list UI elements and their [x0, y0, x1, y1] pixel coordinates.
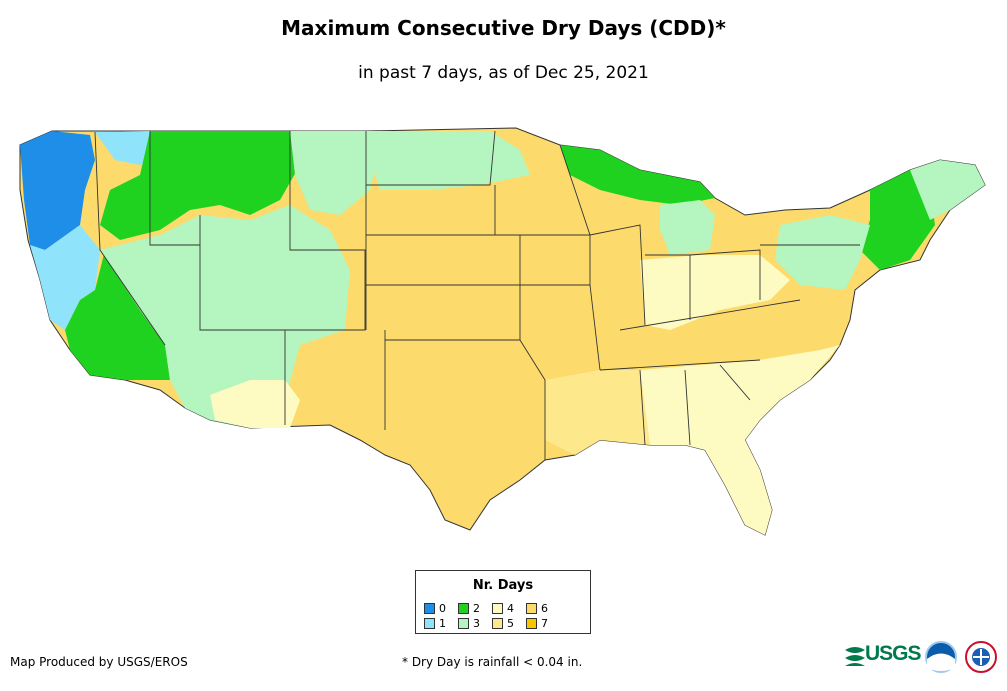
- legend-label: 7: [541, 617, 548, 630]
- region-great-lakes-2: [560, 145, 715, 205]
- region-dakotas-3: [366, 131, 530, 190]
- legend-label: 2: [473, 602, 480, 615]
- noaa-logo-icon: [925, 641, 957, 673]
- region-ca-inland-2: [65, 250, 170, 380]
- legend-label: 1: [439, 617, 446, 630]
- region-idaho-1: [95, 131, 160, 165]
- legend-item-5: 5: [492, 618, 514, 630]
- state-boundaries: [94, 130, 860, 460]
- region-michigan-3: [660, 200, 715, 255]
- legend-item-2: 2: [458, 603, 480, 615]
- legend-swatch: [526, 603, 537, 614]
- nws-logo-icon: [965, 641, 997, 673]
- legend-item-4: 4: [492, 603, 514, 615]
- legend-swatch: [492, 618, 503, 629]
- usgs-logo-text: USGS: [865, 642, 922, 665]
- region-pacific-nw-0: [20, 131, 95, 250]
- usgs-logo-icon: [845, 647, 865, 666]
- legend: Nr. Days 0 1 2 3 4 5 6 7: [415, 570, 591, 634]
- legend-label: 4: [507, 602, 514, 615]
- legend-item-3: 3: [458, 618, 480, 630]
- region-southeast-4: [640, 345, 840, 535]
- credit-text: Map Produced by USGS/EROS: [10, 655, 188, 669]
- map-title: Maximum Consecutive Dry Days (CDD)*: [281, 16, 726, 40]
- legend-item-7: 7: [526, 618, 548, 630]
- region-mississippi-5: [545, 370, 650, 455]
- legend-title: Nr. Days: [472, 578, 534, 593]
- region-new-england-2: [860, 170, 935, 270]
- region-great-basin-3: [100, 205, 350, 428]
- legend-swatch: [458, 618, 469, 629]
- legend-item-6: 6: [526, 603, 548, 615]
- map-subtitle: in past 7 days, as of Dec 25, 2021: [358, 63, 649, 83]
- legend-swatch: [492, 603, 503, 614]
- legend-label: 0: [439, 602, 446, 615]
- region-california-1: [30, 225, 100, 330]
- legend-swatch: [526, 618, 537, 629]
- region-montana-3: [290, 131, 380, 215]
- agency-logos: [845, 641, 997, 673]
- region-maine-3: [910, 160, 985, 220]
- legend-item-0: 0: [424, 603, 446, 615]
- region-ohio-valley-4: [640, 255, 790, 330]
- us-cdd-map: [19, 127, 986, 536]
- legend-item-1: 1: [424, 618, 446, 630]
- footnote-text: * Dry Day is rainfall < 0.04 in.: [402, 655, 583, 669]
- legend-swatch: [424, 603, 435, 614]
- region-southwest-4: [210, 380, 300, 428]
- legend-label: 3: [473, 617, 480, 630]
- legend-label: 6: [541, 602, 548, 615]
- region-mid-atlantic-3: [775, 215, 870, 290]
- legend-swatch: [458, 603, 469, 614]
- legend-label: 5: [507, 617, 514, 630]
- legend-swatch: [424, 618, 435, 629]
